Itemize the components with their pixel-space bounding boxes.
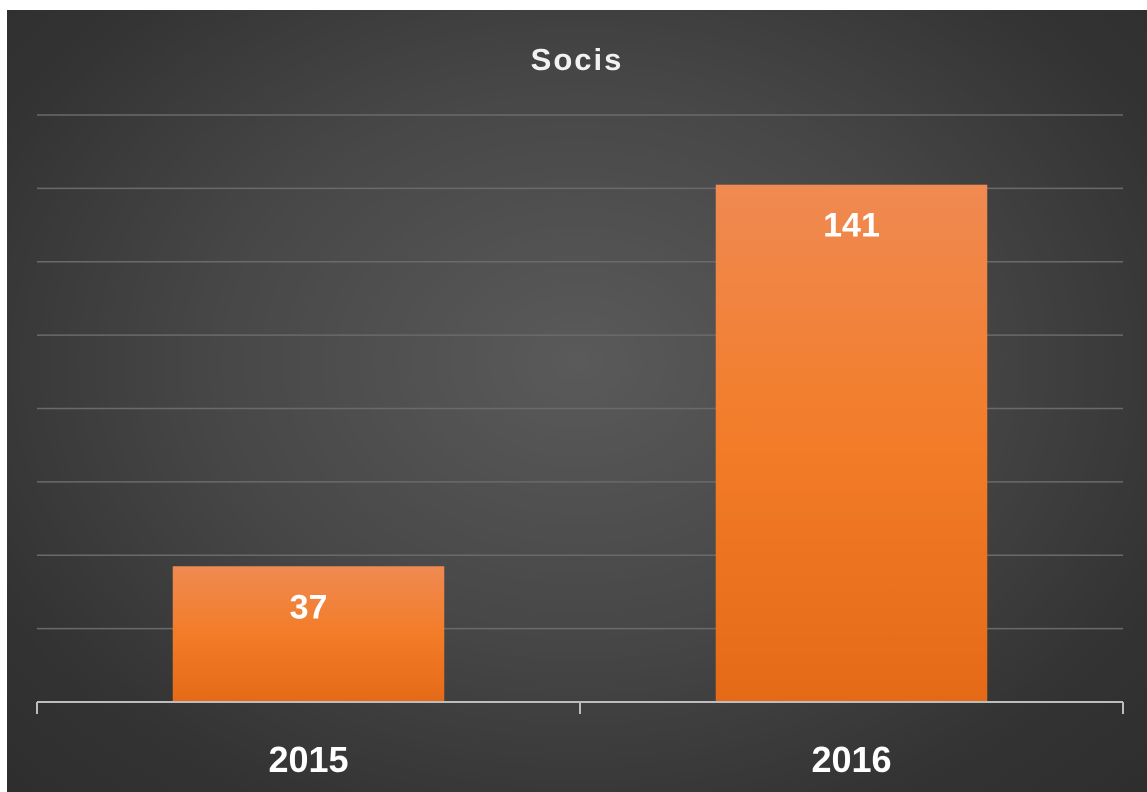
x-tick-label-2015: 2015: [268, 739, 348, 780]
x-tick-label-2016: 2016: [811, 739, 891, 780]
bar-2016: [715, 184, 988, 703]
bar-2015: [172, 566, 445, 702]
chart-area: Socis 37 141 2015 2016: [7, 10, 1147, 792]
data-label-2016: 141: [823, 207, 880, 245]
chart-title: Socis: [530, 42, 624, 77]
bar-chart: 37 141 2015 2016: [36, 114, 1124, 780]
data-label-2015: 37: [290, 588, 328, 626]
x-axis: 2015 2016: [36, 701, 1124, 780]
bars: 37 141: [172, 184, 988, 703]
